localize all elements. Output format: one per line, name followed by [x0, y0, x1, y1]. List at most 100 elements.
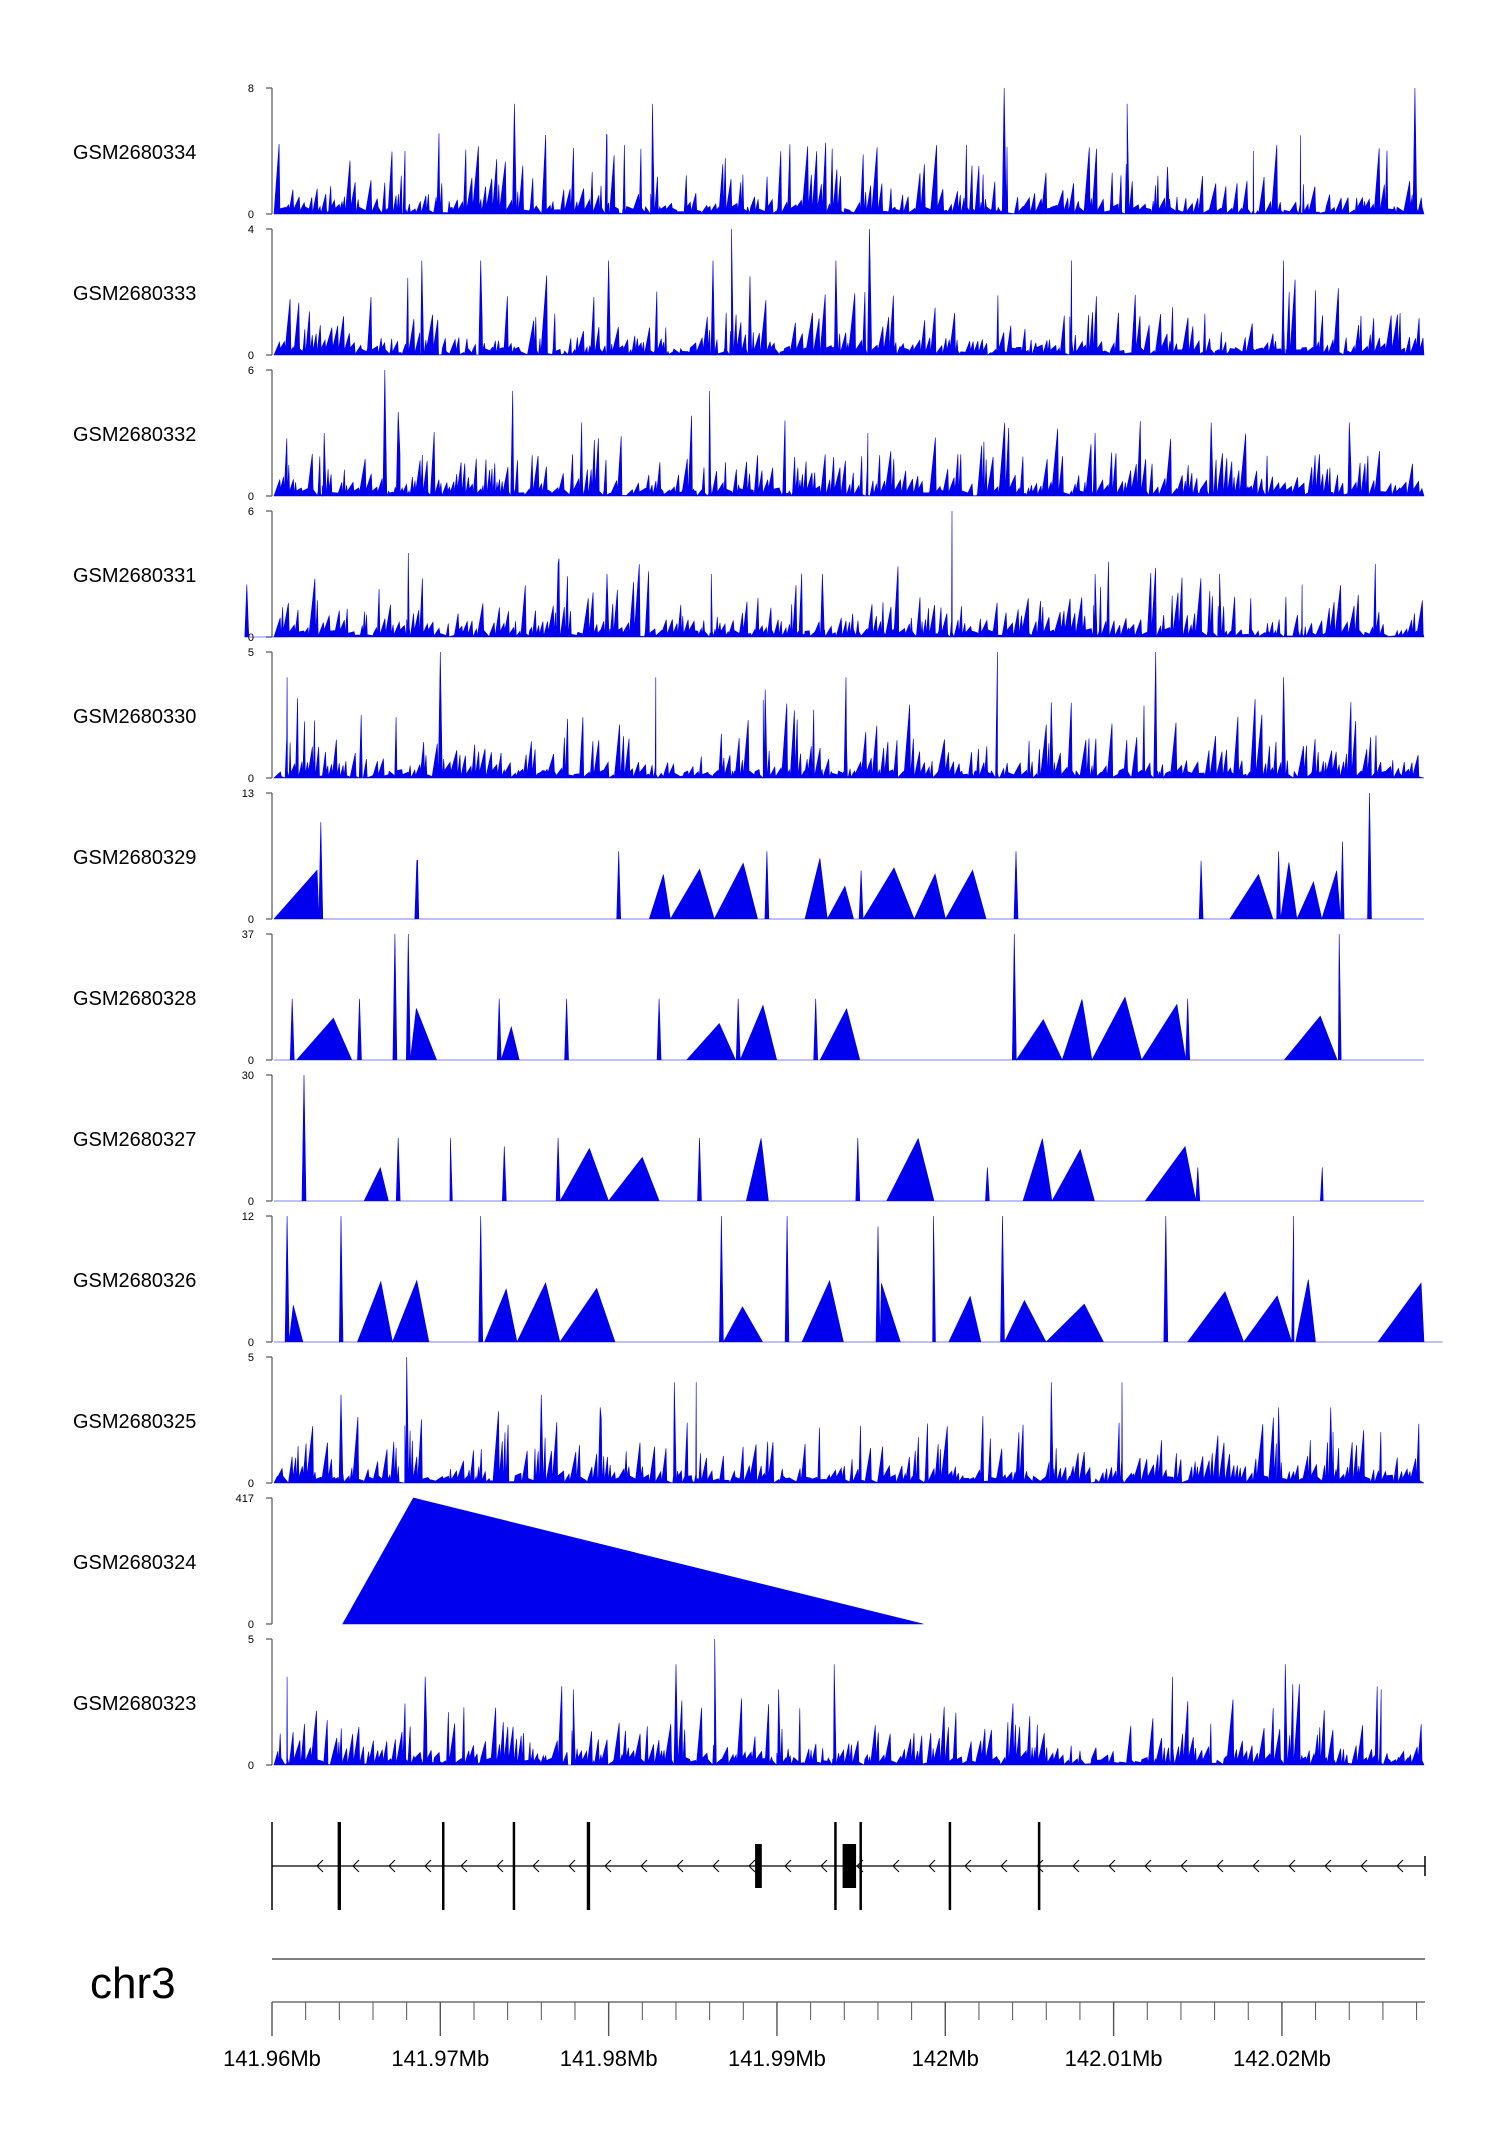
strand-arrow-icon	[604, 1859, 612, 1873]
strand-arrow-icon	[1144, 1859, 1152, 1873]
track-GSM2680327: GSM2680327 30 0	[73, 1070, 1424, 1208]
track-label: GSM2680330	[73, 706, 196, 728]
x-tick-label: 142.01Mb	[1065, 2046, 1163, 2071]
track-GSM2680325: GSM2680325 5 0	[73, 1352, 1425, 1490]
signal-area	[273, 87, 1425, 216]
track-GSM2680330: GSM2680330 5 0	[73, 647, 1425, 785]
y-tick-label-zero: 0	[248, 1478, 254, 1490]
gene-exon	[512, 1822, 516, 1910]
gene-exon	[834, 1822, 837, 1910]
y-tick-label-zero: 0	[248, 1337, 254, 1349]
gene-exon	[586, 1822, 591, 1910]
y-tick-label-zero: 0	[248, 914, 254, 926]
strand-arrow-icon	[712, 1859, 720, 1873]
y-tick-label-zero: 0	[248, 1760, 254, 1772]
y-tick-label-max: 30	[242, 1070, 254, 1082]
strand-arrow-icon	[964, 1859, 972, 1873]
strand-arrow-icon	[1360, 1859, 1368, 1873]
gene-exon	[337, 1822, 342, 1910]
gene-exon	[1037, 1822, 1041, 1910]
track-label: GSM2680329	[73, 847, 196, 869]
y-tick-label-max: 37	[242, 929, 254, 941]
track-label: GSM2680332	[73, 424, 196, 446]
x-tick-label: 141.96Mb	[223, 2046, 321, 2071]
x-tick-label: 142Mb	[912, 2046, 979, 2071]
y-tick-label-zero: 0	[248, 491, 254, 503]
chromosome-label: chr3	[90, 1959, 176, 2008]
genomic-x-axis: 141.96Mb 141.97Mb 141.98Mb 141.99Mb 142Mb 142…	[223, 2001, 1425, 2071]
track-GSM2680326: GSM2680326 12 0	[73, 1211, 1443, 1349]
y-tick-label-max: 417	[236, 1493, 254, 1505]
track-GSM2680334: GSM2680334 8 0	[73, 83, 1425, 221]
signal-tracks: GSM268033480GSM268033340GSM268033260GSM2…	[73, 83, 1443, 1772]
gene-model-track	[271, 1822, 1426, 1910]
x-tick-label: 141.99Mb	[728, 2046, 826, 2071]
track-label: GSM2680334	[73, 142, 196, 164]
strand-arrow-icon	[1000, 1859, 1008, 1873]
signal-area	[342, 1497, 924, 1625]
track-GSM2680332: GSM2680332 6 0	[73, 365, 1425, 503]
strand-arrow-icon	[1252, 1859, 1260, 1873]
strand-arrow-icon	[1180, 1859, 1188, 1873]
strand-arrow-icon	[748, 1859, 756, 1873]
strand-arrow-icon	[1036, 1859, 1044, 1873]
track-GSM2680324: GSM2680324 417 0	[73, 1493, 924, 1631]
strand-arrow-icon	[1072, 1859, 1080, 1873]
strand-arrow-icon	[316, 1859, 324, 1873]
track-GSM2680328: GSM2680328 37 0	[73, 929, 1424, 1067]
strand-arrow-icon	[784, 1859, 792, 1873]
strand-arrow-icon	[532, 1859, 540, 1873]
chromosome-track: chr3	[90, 1958, 1425, 2008]
signal-area	[273, 369, 1425, 497]
y-tick-label-max: 4	[248, 224, 254, 236]
gene-exon	[859, 1822, 862, 1910]
track-label: GSM2680331	[73, 565, 196, 587]
y-tick-label-max: 5	[248, 1634, 254, 1646]
track-label: GSM2680333	[73, 283, 196, 305]
track-GSM2680329: GSM2680329 13 0	[73, 788, 1424, 926]
gene-exon	[442, 1822, 445, 1910]
track-GSM2680323: GSM2680323 5 0	[73, 1634, 1425, 1772]
track-GSM2680333: GSM2680333 4 0	[73, 224, 1425, 362]
strand-arrow-icon	[676, 1859, 684, 1873]
y-tick-label-max: 6	[248, 506, 254, 518]
gene-exon	[755, 1844, 762, 1888]
y-tick-label-max: 13	[242, 788, 254, 800]
track-label: GSM2680328	[73, 988, 196, 1010]
strand-arrow-icon	[892, 1859, 900, 1873]
signal-area	[274, 933, 1424, 1061]
gene-exon	[948, 1822, 952, 1910]
y-tick-label-max: 5	[248, 1352, 254, 1364]
strand-arrow-icon	[928, 1859, 936, 1873]
signal-area	[274, 1074, 1424, 1203]
signal-area	[273, 651, 1425, 780]
signal-area	[273, 1638, 1425, 1767]
strand-arrow-icon	[424, 1859, 432, 1873]
strand-arrow-icon	[568, 1859, 576, 1873]
y-tick-label-max: 8	[248, 83, 254, 95]
track-label: GSM2680327	[73, 1129, 196, 1151]
track-label: GSM2680323	[73, 1693, 196, 1715]
strand-arrow-icon	[388, 1859, 396, 1873]
strand-arrow-icon	[820, 1859, 828, 1873]
y-tick-label-zero: 0	[248, 773, 254, 785]
signal-area	[273, 228, 1425, 357]
strand-arrow-icon	[1324, 1859, 1332, 1873]
y-tick-label-max: 5	[248, 647, 254, 659]
y-tick-label-zero: 0	[248, 1055, 254, 1067]
track-label: GSM2680324	[73, 1552, 196, 1574]
y-tick-label-zero: 0	[248, 209, 254, 221]
gene-exon	[842, 1844, 857, 1888]
x-tick-label: 142.02Mb	[1233, 2046, 1331, 2071]
strand-arrow-icon	[496, 1859, 504, 1873]
y-tick-label-zero: 0	[248, 1196, 254, 1208]
signal-area	[244, 510, 1425, 639]
y-tick-label-zero: 0	[248, 350, 254, 362]
y-tick-label-max: 12	[242, 1211, 254, 1223]
track-label: GSM2680326	[73, 1270, 196, 1292]
strand-arrow-icon	[1216, 1859, 1224, 1873]
track-label: GSM2680325	[73, 1411, 196, 1433]
strand-arrow-icon	[1288, 1859, 1296, 1873]
strand-arrow-icon	[1108, 1859, 1116, 1873]
